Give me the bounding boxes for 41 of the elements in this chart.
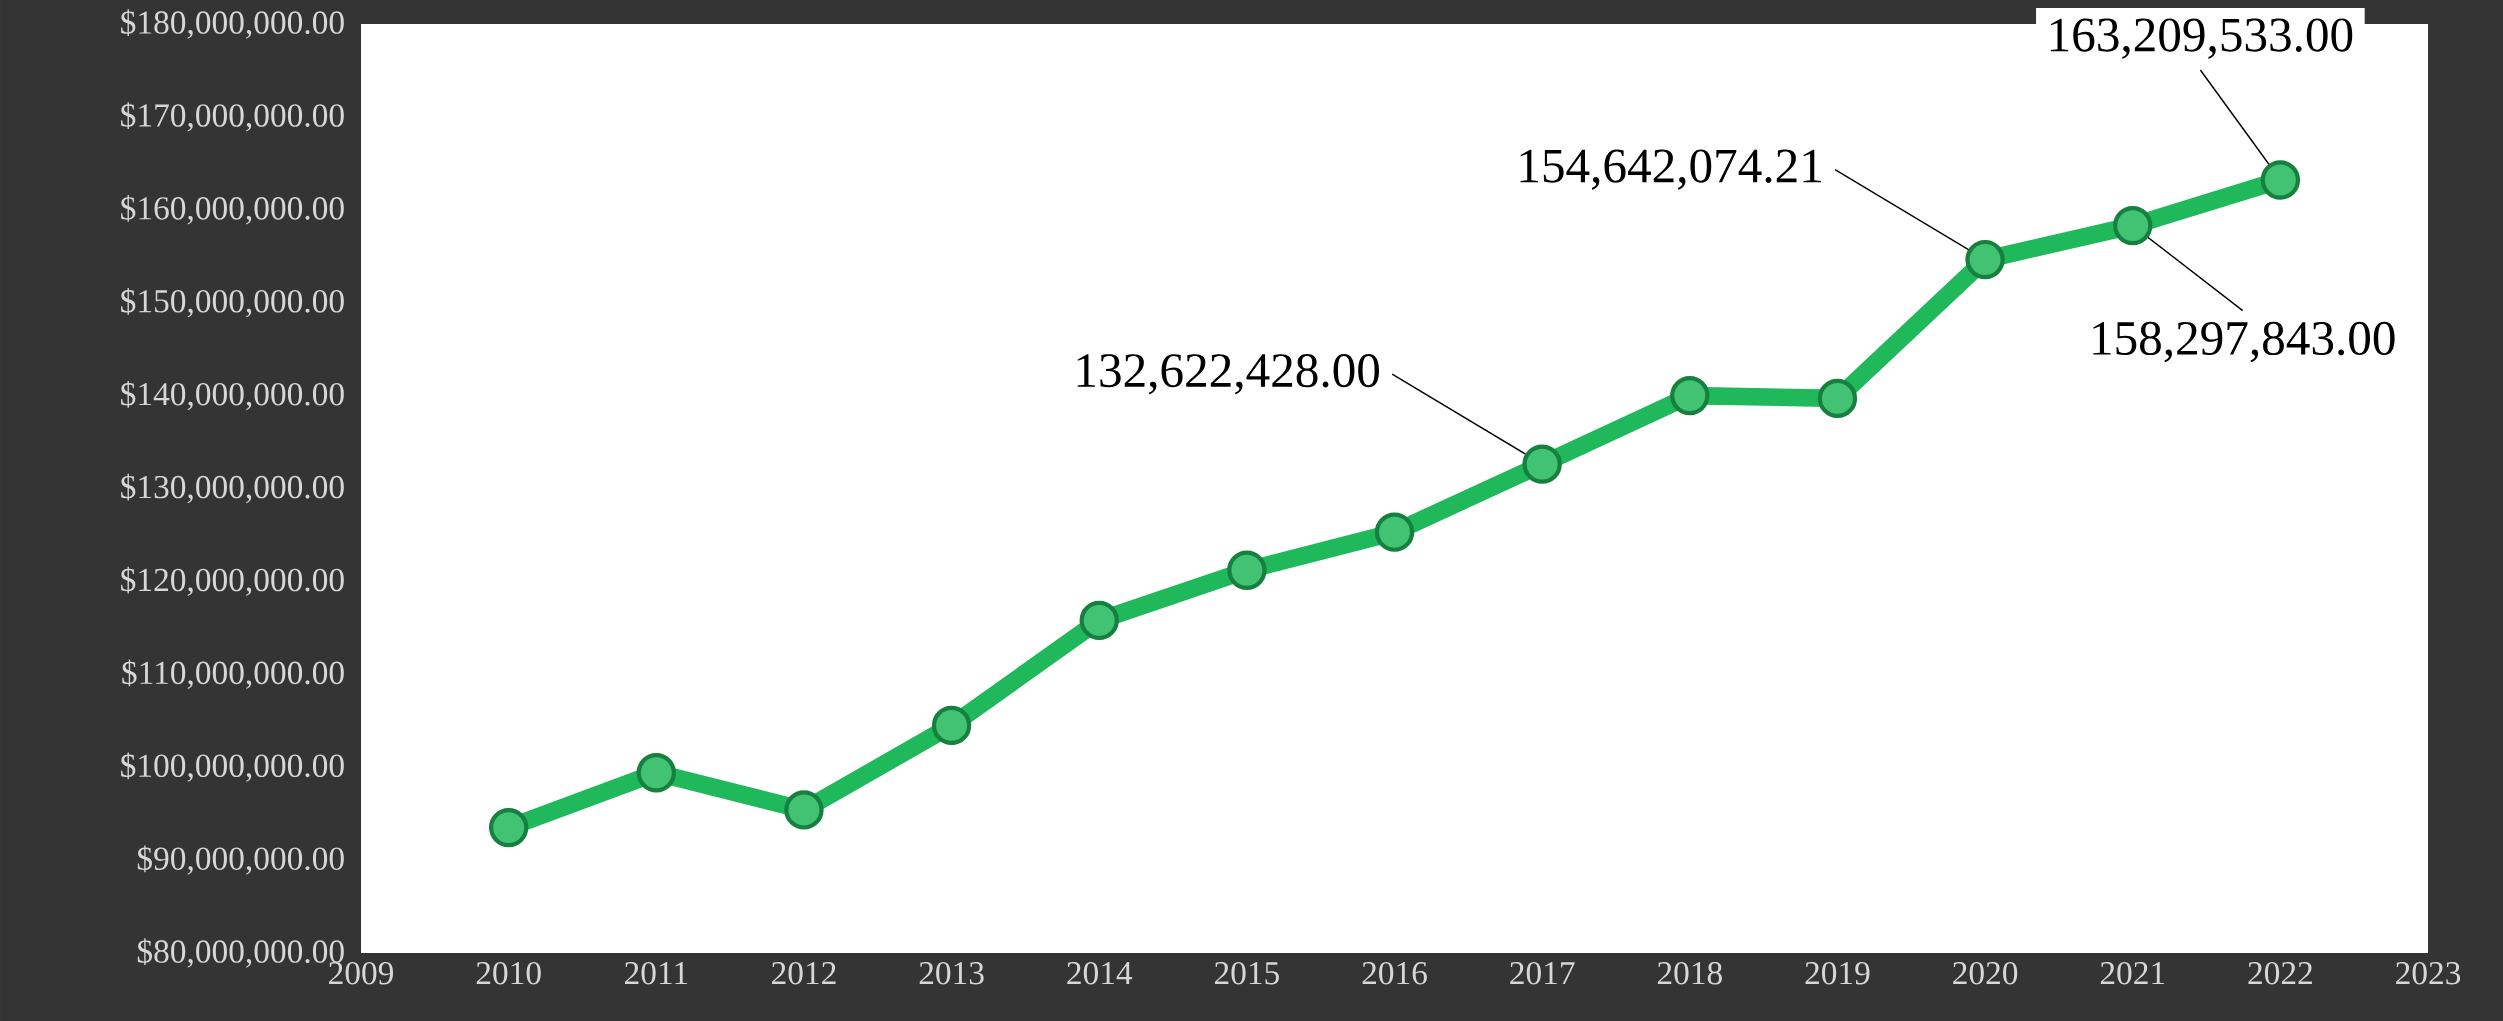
x-tick-label: 2017 bbox=[1510, 961, 1575, 985]
point bbox=[1227, 550, 1267, 590]
data-label: 154,642,074.21 bbox=[1520, 149, 1821, 190]
point bbox=[1670, 375, 1710, 416]
point bbox=[1522, 444, 1562, 484]
point bbox=[784, 790, 824, 830]
y-tick-label: $170,000,000.00 bbox=[121, 102, 344, 132]
x-tick-label: 2020 bbox=[1953, 961, 2018, 985]
x-tick-label: 2011 bbox=[625, 961, 688, 985]
point bbox=[1079, 600, 1119, 641]
x-tick-label: 2015 bbox=[1214, 961, 1279, 985]
point bbox=[488, 807, 529, 848]
x-tick-label: 2022 bbox=[2248, 961, 2312, 985]
data-label: 132,622,428.00 bbox=[1077, 353, 1380, 395]
x-tick-label: 2018 bbox=[1657, 961, 1722, 985]
x-tick-label: 2023 bbox=[2396, 961, 2461, 985]
y-tick-label: $150,000,000.00 bbox=[121, 288, 344, 318]
y-tick-label: $110,000,000.00 bbox=[122, 659, 344, 689]
point bbox=[1817, 378, 1858, 419]
data-label: 163,209,533.00 bbox=[2050, 18, 2353, 59]
point bbox=[1965, 239, 2005, 280]
point bbox=[2113, 205, 2153, 246]
y-tick-label: $140,000,000.00 bbox=[121, 380, 344, 411]
y-tick-label: $130,000,000.00 bbox=[121, 473, 344, 504]
x-tick-label: 2010 bbox=[476, 961, 541, 985]
y-tick-label: $100,000,000.00 bbox=[121, 752, 344, 782]
y-tick-label: $120,000,000.00 bbox=[121, 566, 344, 597]
x-tick-label: 2012 bbox=[772, 961, 836, 985]
y-tick-label: $180,000,000.00 bbox=[121, 9, 344, 39]
x-tick-label: 2019 bbox=[1805, 961, 1870, 985]
point bbox=[931, 705, 972, 746]
point bbox=[2260, 160, 2301, 200]
y-tick-label: $90,000,000.00 bbox=[137, 845, 344, 875]
x-tick-label: 2021 bbox=[2100, 961, 2165, 985]
point bbox=[1374, 512, 1415, 552]
x-tick-label: 2013 bbox=[919, 961, 984, 985]
data-label: 158,297,843.00 bbox=[2093, 321, 2395, 363]
point bbox=[636, 753, 676, 793]
x-tick-label: 2016 bbox=[1362, 961, 1427, 985]
x-tick-label: 2014 bbox=[1067, 961, 1133, 985]
y-tick-label: $160,000,000.00 bbox=[121, 195, 344, 225]
